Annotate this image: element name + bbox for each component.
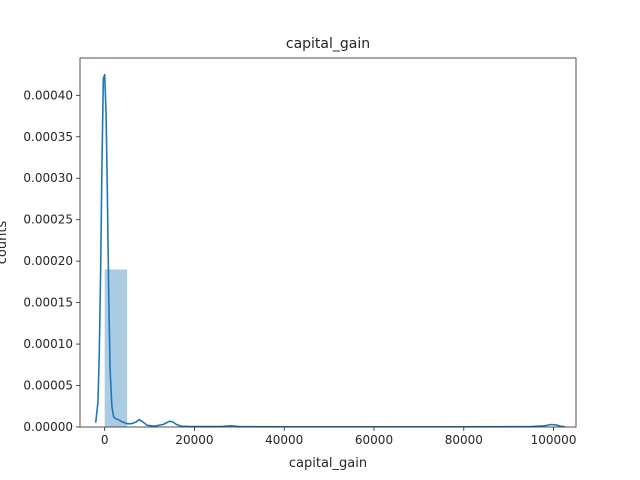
y-tick-label-7: 0.00035 — [23, 130, 73, 144]
x-axis-label: capital_gain — [289, 456, 367, 471]
y-tick-label-5: 0.00025 — [23, 213, 73, 227]
y-tick-label-6: 0.00030 — [23, 171, 73, 185]
x-tick-label-3: 60000 — [355, 433, 393, 447]
y-axis-ticks: 0.00000 0.00005 0.00010 0.00015 0.00020 0.000… — [23, 88, 80, 434]
x-tick-label-1: 20000 — [175, 433, 213, 447]
y-tick-label-2: 0.00010 — [23, 337, 73, 351]
x-tick-label-5: 100000 — [531, 433, 577, 447]
kde-curve-layer — [94, 73, 565, 428]
x-tick-label-2: 40000 — [265, 433, 303, 447]
y-axis-label: counts — [0, 221, 10, 265]
y-tick-label-0: 0.00000 — [23, 420, 73, 434]
axes-frame — [79, 57, 577, 428]
chart-title: capital_gain — [286, 36, 370, 52]
kde-curve — [94, 73, 565, 428]
x-tick-label-0: 0 — [101, 433, 109, 447]
y-tick-label-1: 0.00005 — [23, 379, 73, 393]
y-tick-label-4: 0.00020 — [23, 254, 73, 268]
y-tick-label-3: 0.00015 — [23, 296, 73, 310]
x-tick-label-4: 80000 — [445, 433, 483, 447]
y-tick-label-8: 0.00040 — [23, 88, 73, 102]
x-axis-ticks: 0 20000 40000 60000 80000 100000 — [101, 427, 577, 447]
